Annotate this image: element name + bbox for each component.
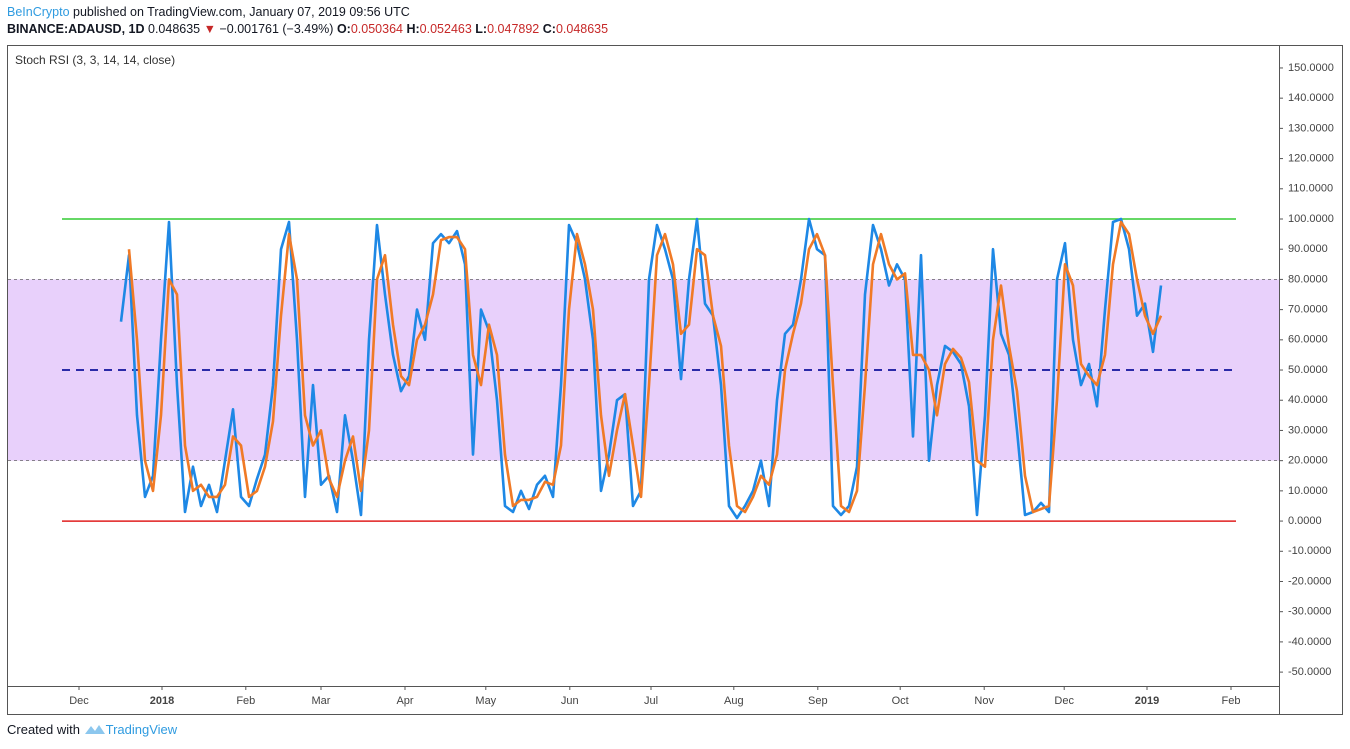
y-tick-label: 80.0000 [1288, 273, 1328, 285]
x-tick-label: Jul [644, 695, 658, 707]
ohlc: O:0.050364 H:0.052463 L:0.047892 C:0.048… [337, 22, 608, 36]
ohlc-value: 0.050364 [350, 22, 403, 36]
ohlc-value: 0.047892 [487, 22, 540, 36]
y-tick-label: -10.0000 [1288, 545, 1331, 557]
symbol: BINANCE:ADAUSD, 1D [7, 22, 145, 36]
y-tick-label: -20.0000 [1288, 575, 1331, 587]
y-tick-label: 30.0000 [1288, 424, 1328, 436]
price: 0.048635 [148, 22, 201, 36]
header: BeInCrypto published on TradingView.com,… [7, 4, 608, 38]
y-tick-label: 120.0000 [1288, 152, 1334, 164]
x-tick-label: Feb [236, 695, 255, 707]
ohlc-value: 0.048635 [555, 22, 609, 36]
header-line-1: BeInCrypto published on TradingView.com,… [7, 4, 608, 21]
y-tick-label: 10.0000 [1288, 485, 1328, 497]
change: −0.001761 (−3.49%) [219, 22, 334, 36]
x-tick-label: Aug [724, 695, 744, 707]
y-tick-label: 140.0000 [1288, 92, 1334, 104]
ohlc-label: H: [406, 22, 420, 36]
ohlc-value: 0.052463 [419, 22, 472, 36]
y-tick-label: 130.0000 [1288, 122, 1334, 134]
header-line-2: BINANCE:ADAUSD, 1D 0.048635 ▼ −0.001761 … [7, 21, 608, 38]
x-tick-label: Nov [974, 695, 994, 707]
published: published on TradingView.com, January 07… [73, 5, 410, 19]
x-tick-label: 2018 [150, 695, 174, 707]
x-tick-label: Dec [69, 695, 89, 707]
x-tick-label: Sep [808, 695, 828, 707]
x-tick-label: Jun [561, 695, 579, 707]
footer-text: Created with [7, 722, 80, 737]
publisher: BeInCrypto [7, 5, 70, 19]
x-tick-label: Dec [1054, 695, 1074, 707]
x-tick-label: Mar [312, 695, 331, 707]
y-tick-label: 100.0000 [1288, 213, 1334, 225]
y-tick-label: -50.0000 [1288, 666, 1331, 678]
y-tick-label: 20.0000 [1288, 455, 1328, 467]
indicator-title: Stoch RSI (3, 3, 14, 14, close) [15, 53, 175, 67]
x-tick-label: Apr [396, 695, 413, 707]
frame [7, 45, 1343, 715]
ohlc-label: O: [336, 22, 351, 36]
y-tick-label: -40.0000 [1288, 636, 1331, 648]
series-line [127, 220, 1163, 514]
arrow: ▼ [203, 22, 216, 36]
x-tick-label: May [475, 695, 496, 707]
x-tick-label: Feb [1222, 695, 1241, 707]
y-tick-label: 0.0000 [1288, 515, 1322, 527]
x-tick-label: 2019 [1135, 695, 1159, 707]
y-tick-label: 70.0000 [1288, 304, 1328, 316]
y-tick-label: -30.0000 [1288, 606, 1331, 618]
logo [84, 725, 105, 734]
y-tick-label: 40.0000 [1288, 394, 1328, 406]
y-tick-label: 150.0000 [1288, 62, 1334, 74]
ohlc-label: L: [475, 22, 488, 36]
y-tick-label: 110.0000 [1288, 183, 1333, 195]
y-tick-label: 60.0000 [1288, 334, 1328, 346]
footer: Created with TradingView [7, 722, 177, 737]
y-tick-label: 50.0000 [1288, 364, 1328, 376]
x-tick-label: Oct [892, 695, 909, 707]
y-tick-label: 90.0000 [1288, 243, 1328, 255]
footer-brand: TradingView [105, 722, 178, 737]
ohlc-label: C: [542, 22, 556, 36]
